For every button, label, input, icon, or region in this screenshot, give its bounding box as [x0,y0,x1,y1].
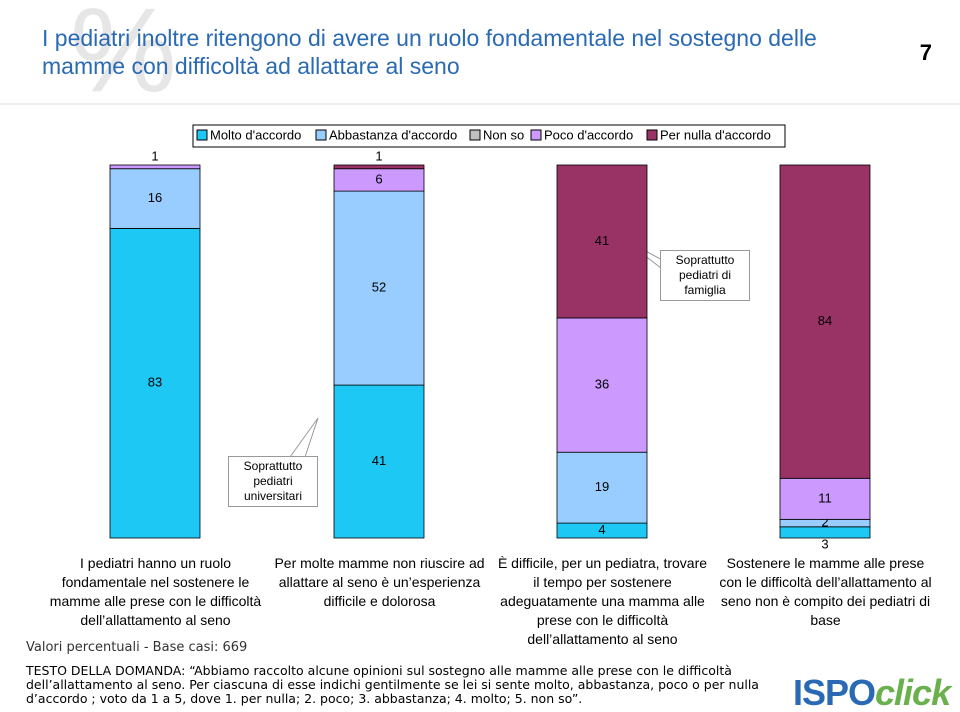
legend-box [192,124,786,148]
callout: Soprattutto pediatri universitari [228,456,318,507]
category-label: I pediatri hanno un ruolo fondamentale n… [49,555,262,628]
legend-label: Molto d'accordo [210,127,301,142]
base-note: Valori percentuali - Base casi: 669 [26,640,248,655]
callout: Soprattutto pediatri di famiglia [660,250,750,301]
bar-segment [779,477,871,520]
value-label: 41 [372,453,386,468]
value-label: 84 [818,313,832,328]
value-label: 16 [148,190,162,205]
value-label: 4 [598,522,605,537]
legend-label: Poco d'accordo [544,127,633,142]
legend-label: Abbastanza d'accordo [329,127,457,142]
value-label: 11 [818,490,832,505]
category-label: Per molte mamme non riuscire ad allattar… [274,555,485,609]
bar-segment [556,317,648,453]
bar-segment [109,164,201,170]
category-label: Sostenere le mamme alle prese con le dif… [719,555,932,628]
bar-segment [779,164,871,479]
watermark: % [70,0,177,118]
page-number: 7 [919,40,932,65]
value-label: 1 [151,148,158,163]
bar-segment [109,228,201,539]
slide-title: I pediatri inoltre ritengono di avere un… [42,25,817,79]
bar-segment [333,384,425,539]
value-label: 19 [595,479,609,494]
legend-swatch [646,129,658,141]
value-label: 2 [821,515,828,530]
bar-segment [333,190,425,386]
question-text: TESTO DELLA DOMANDA: “Abbiamo raccolto a… [26,663,759,706]
logo-part: ISPO [793,672,876,712]
value-label: 6 [375,171,382,186]
value-label: 41 [595,233,609,248]
callout-pointer [289,417,319,458]
bar-segment [556,164,648,319]
logo-part: click [875,672,951,712]
value-label: 36 [595,377,609,392]
legend-swatch [315,129,327,141]
value-label: 52 [372,280,386,295]
value-label: 1 [375,148,382,163]
category-label: È difficile, per un pediatra, trovare il… [497,555,708,647]
logo: ISPOclick [793,672,951,712]
value-label: 3 [821,536,828,551]
value-label: 83 [148,375,162,390]
bar-segment [109,168,201,229]
legend-label: Non so [483,127,524,142]
legend-swatch [469,129,481,141]
legend-swatch [196,129,208,141]
bar-segment [333,164,425,170]
legend-swatch [530,129,542,141]
bar-segment [556,451,648,524]
legend-label: Per nulla d'accordo [660,127,771,142]
